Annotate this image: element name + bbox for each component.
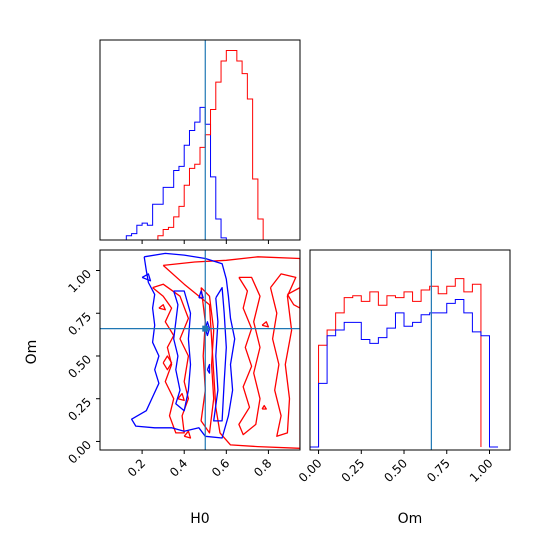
contour-series-b-3 bbox=[238, 276, 261, 436]
contour-series-a-4 bbox=[198, 290, 204, 299]
contour-series-a-1 bbox=[173, 290, 192, 412]
contour-series-b-9 bbox=[261, 404, 267, 410]
contour-series-b-4 bbox=[269, 273, 297, 437]
contour-series-b-1 bbox=[152, 283, 190, 434]
om-hist-xtick-label-0: 0.00 bbox=[296, 456, 325, 485]
contour-ytick-label-0: 0.00 bbox=[65, 438, 94, 467]
contour-xtick-label-0: 0.2 bbox=[125, 456, 148, 479]
h0-hist-series-a bbox=[125, 106, 227, 240]
om-hist-series-b bbox=[310, 278, 482, 448]
contour-series-b-2 bbox=[200, 287, 215, 434]
h0-om-contour-panel: 0.2 0.4 0.6 0.8 0.00 0.25 0.50 0.75 1.00 H0 Om bbox=[24, 249, 301, 527]
h0-histogram-panel bbox=[99, 39, 301, 244]
contour-ytick-label-2: 0.50 bbox=[65, 352, 94, 381]
contour-xtick-label-2: 0.6 bbox=[209, 456, 232, 479]
contour-ytick-label-1: 0.25 bbox=[65, 395, 94, 424]
om-hist-xtick-label-1: 0.25 bbox=[339, 456, 368, 485]
contour-frame bbox=[99, 249, 301, 451]
om-histogram-panel: 0.00 0.25 0.50 0.75 1.00 Om bbox=[296, 249, 511, 527]
contour-series-b-0 bbox=[162, 256, 300, 449]
contour-series-b-6 bbox=[162, 355, 173, 371]
om-hist-xtick-label-2: 0.50 bbox=[381, 456, 410, 485]
contour-series-a-2 bbox=[213, 286, 227, 422]
om-hist-xtick-label-4: 1.00 bbox=[467, 456, 496, 485]
contour-series-b-7 bbox=[177, 392, 185, 402]
om-histogram-frame bbox=[309, 249, 511, 451]
om-histogram-xlabel: Om bbox=[398, 511, 423, 527]
h0-hist-series-b bbox=[157, 50, 264, 240]
contour-ytick-label-3: 0.75 bbox=[65, 309, 94, 338]
contour-ytick-label-4: 1.00 bbox=[65, 267, 94, 296]
contour-ylabel: Om bbox=[24, 340, 40, 365]
contour-series-b-5 bbox=[286, 286, 300, 309]
contour-series-b-8 bbox=[183, 430, 192, 439]
contour-series-a-3 bbox=[141, 273, 152, 282]
contour-xtick-label-3: 0.8 bbox=[251, 456, 274, 479]
contour-truth-marker bbox=[202, 325, 209, 332]
contour-xtick-label-1: 0.4 bbox=[167, 456, 190, 479]
h0-histogram-frame bbox=[99, 39, 301, 241]
contour-series-b-10 bbox=[261, 321, 270, 328]
om-hist-xtick-label-3: 0.75 bbox=[424, 456, 453, 485]
contour-series-b-11 bbox=[158, 304, 166, 311]
contour-xlabel: H0 bbox=[190, 511, 209, 527]
om-hist-series-a bbox=[310, 299, 499, 448]
contour-series-a-6 bbox=[206, 363, 211, 374]
